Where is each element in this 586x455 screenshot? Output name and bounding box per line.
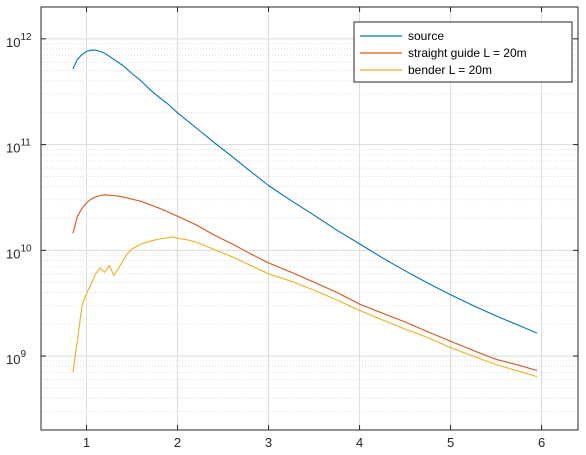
x-tick-label: 4 — [356, 435, 363, 450]
series-line — [72, 49, 538, 334]
x-tick-label: 2 — [174, 435, 181, 450]
series-line — [72, 194, 538, 372]
x-tick-label: 5 — [447, 435, 454, 450]
legend-box — [353, 21, 573, 83]
series-line — [72, 236, 538, 378]
axis-ticks: 1 2 3 4 5 6 1012 1011 1010 109 — [6, 7, 578, 450]
series-lines — [72, 49, 538, 378]
x-tick-label: 1 — [83, 435, 90, 450]
x-tick-label: 3 — [265, 435, 272, 450]
legend: source straight guide L = 20m bender L = 2… — [353, 21, 573, 83]
x-tick-label: 6 — [538, 435, 545, 450]
y-tick-label: 1011 — [6, 138, 31, 156]
legend-label: bender L = 20m — [408, 63, 492, 77]
axes-box — [40, 6, 579, 431]
y-tick-label: 109 — [6, 349, 26, 367]
y-tick-label: 1010 — [6, 243, 32, 261]
legend-label: source — [408, 29, 444, 43]
legend-label: straight guide L = 20m — [408, 46, 527, 60]
y-tick-label: 1012 — [6, 32, 32, 50]
